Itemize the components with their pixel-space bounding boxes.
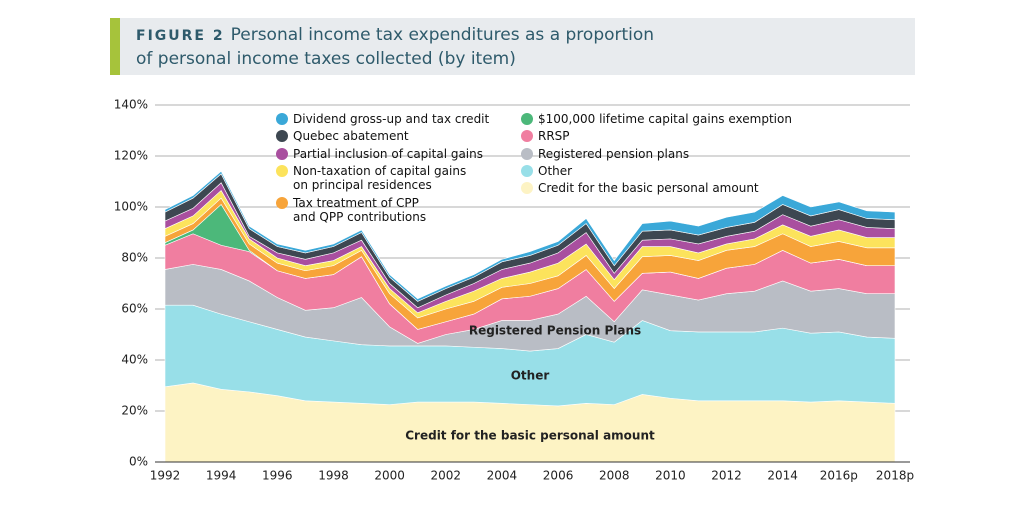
x-tick-label: 2002 — [430, 469, 461, 483]
y-tick-label: 140% — [114, 98, 148, 112]
title-block: FIGURE 2 Personal income tax expenditures… — [136, 24, 654, 71]
x-tick-label: 2012 — [711, 469, 742, 483]
annotation: Credit for the basic personal amount — [405, 429, 655, 443]
x-tick-label: 2008 — [599, 469, 630, 483]
annotation: Registered Pension Plans — [469, 324, 641, 338]
x-tick-label: 1994 — [206, 469, 237, 483]
legend-swatch — [521, 113, 533, 125]
y-tick-label: 0% — [129, 455, 148, 469]
header: FIGURE 2 Personal income tax expenditures… — [110, 18, 915, 75]
x-tick-label: 2006 — [543, 469, 574, 483]
x-tick-label: 2016p — [820, 469, 858, 483]
legend-label: Dividend gross-up and tax credit — [293, 112, 490, 126]
x-tick-label: 2000 — [374, 469, 405, 483]
legend-label: Tax treatment of CPP and QPP contributio… — [293, 196, 427, 224]
y-tick-label: 100% — [114, 200, 148, 214]
x-tick-label: 1992 — [150, 469, 181, 483]
y-tick-label: 40% — [121, 353, 148, 367]
y-tick-label: 120% — [114, 149, 148, 163]
figure-label: FIGURE 2 — [136, 28, 225, 44]
legend-label: Registered pension plans — [538, 147, 690, 161]
legend-swatch — [521, 182, 533, 194]
title-line: FIGURE 2 Personal income tax expenditures… — [136, 24, 654, 48]
legend-label: Partial inclusion of capital gains — [293, 147, 484, 161]
legend-swatch — [276, 148, 288, 160]
y-tick-label: 60% — [121, 302, 148, 316]
legend-swatch — [276, 165, 288, 177]
legend-swatch — [276, 197, 288, 209]
y-tick-label: 20% — [121, 404, 148, 418]
legend-label: $100,000 lifetime capital gains exemptio… — [538, 112, 792, 126]
x-tick-label: 2014 — [767, 469, 798, 483]
legend-swatch — [521, 165, 533, 177]
x-tick-label: 1996 — [262, 469, 293, 483]
legend-swatch — [276, 113, 288, 125]
area — [164, 170, 896, 302]
annotation: Other — [511, 369, 550, 383]
x-tick-label: 2004 — [487, 469, 518, 483]
legend-label: Other — [538, 164, 573, 178]
legend-swatch — [521, 148, 533, 160]
x-tick-label: 1998 — [318, 469, 349, 483]
y-tick-label: 80% — [121, 251, 148, 265]
legend-label: Quebec abatement — [293, 129, 409, 143]
x-tick-label: 2010 — [655, 469, 686, 483]
accent-bar — [110, 18, 120, 75]
legend-swatch — [521, 130, 533, 142]
legend-label: Credit for the basic personal amount — [538, 181, 759, 195]
x-tick-label: 2018p — [876, 469, 914, 483]
title: Personal income tax expenditures as a pr… — [230, 25, 655, 45]
title: of personal income taxes collected (by i… — [136, 49, 516, 69]
legend-label: RRSP — [538, 129, 570, 143]
legend-label: Non-taxation of capital gains on princip… — [293, 164, 467, 192]
legend-swatch — [276, 130, 288, 142]
